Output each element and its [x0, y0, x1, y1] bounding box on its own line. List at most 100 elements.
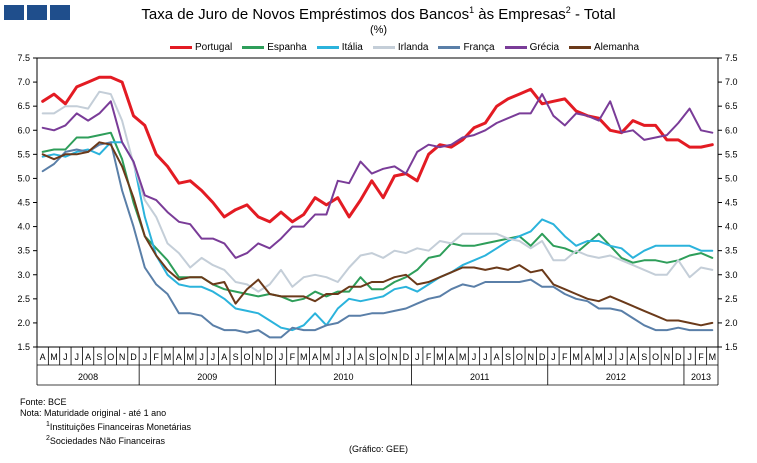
x-month-label: J [619, 352, 624, 362]
x-month-label: M [436, 352, 444, 362]
x-month-label: N [527, 352, 534, 362]
y-tick-label-right: 4.5 [725, 198, 738, 208]
x-month-label: F [290, 352, 296, 362]
x-month-label: A [494, 352, 500, 362]
y-tick-label-left: 2.5 [17, 294, 30, 304]
x-month-label: M [50, 352, 58, 362]
x-month-label: J [63, 352, 68, 362]
chart-title-text: Taxa de Juro de Novos Empréstimos dos Ba… [141, 6, 470, 23]
x-month-label: J [336, 352, 341, 362]
x-month-label: M [709, 352, 717, 362]
x-month-label: J [143, 352, 148, 362]
legend-label: Espanha [267, 42, 307, 53]
legend-item: Grécia [504, 42, 560, 53]
legend-swatch [504, 46, 527, 49]
x-month-label: N [119, 352, 126, 362]
y-tick-label-left: 6.0 [17, 125, 30, 135]
x-month-label: O [107, 352, 114, 362]
x-month-label: J [687, 352, 692, 362]
legend-swatch [316, 46, 339, 49]
y-tick-label-right: 2.0 [725, 318, 738, 328]
series-line-espanha [41, 131, 714, 303]
y-tick-label-right: 5.0 [725, 173, 738, 183]
y-tick-label-right: 3.0 [725, 270, 738, 280]
footnote-2-mark: 2 [46, 435, 50, 442]
x-month-label: O [380, 352, 387, 362]
x-month-label: M [300, 352, 308, 362]
x-month-label: D [539, 352, 546, 362]
x-month-label: J [74, 352, 79, 362]
x-month-label: O [516, 352, 523, 362]
x-month-label: J [279, 352, 284, 362]
y-tick-label-right: 1.5 [725, 342, 738, 352]
x-month-label: M [186, 352, 194, 362]
year-label: 2011 [470, 372, 489, 382]
chart-credit: (Gráfico: GEE) [348, 444, 408, 454]
legend-swatch [242, 46, 265, 49]
x-month-label: A [584, 352, 590, 362]
x-month-label: A [448, 352, 454, 362]
y-tick-label-left: 2.0 [17, 318, 30, 328]
y-tick-label-left: 3.5 [17, 246, 30, 256]
x-month-label: A [221, 352, 227, 362]
y-tick-label-left: 1.5 [17, 342, 30, 352]
x-month-label: O [652, 352, 659, 362]
x-month-label: J [608, 352, 613, 362]
footnote-2: 2Sociedades Não Financeiras [20, 433, 191, 447]
logo-block-3 [50, 5, 70, 20]
chart-legend: Portugal Espanha Itália Irlanda França Grécia… [170, 42, 639, 53]
series-line-frança [41, 141, 714, 339]
x-month-label: N [255, 352, 262, 362]
footnote-1-mark: 1 [46, 421, 50, 428]
x-month-label: F [698, 352, 704, 362]
x-month-label: J [199, 352, 204, 362]
y-tick-label-right: 4.0 [725, 222, 738, 232]
x-month-label: J [211, 352, 216, 362]
legend-label: Alemanha [594, 42, 640, 53]
legend-swatch [569, 46, 592, 49]
year-label: 2010 [333, 372, 353, 382]
x-month-label: D [675, 352, 682, 362]
x-month-label: F [426, 352, 432, 362]
legend-item: Alemanha [569, 42, 639, 53]
legend-label: França [463, 42, 495, 53]
footnote-1: 1Instituições Financeiras Monetárias [20, 419, 191, 433]
chart-title-end: - Total [570, 6, 616, 23]
x-month-label: N [664, 352, 671, 362]
y-tick-label-left: 4.0 [17, 222, 30, 232]
y-tick-label-right: 5.5 [725, 149, 738, 159]
x-month-label: A [85, 352, 91, 362]
y-tick-label-left: 7.5 [17, 53, 30, 63]
y-tick-label-left: 5.5 [17, 149, 30, 159]
y-tick-label-right: 2.5 [725, 294, 738, 304]
x-month-label: M [572, 352, 580, 362]
x-month-label: S [233, 352, 239, 362]
x-month-label: M [164, 352, 172, 362]
x-month-label: A [630, 352, 636, 362]
chart-subtitle: (%) [369, 24, 388, 36]
x-month-label: D [403, 352, 410, 362]
legend-swatch [372, 46, 395, 49]
year-label: 2012 [606, 372, 626, 382]
logo-block-2 [27, 5, 47, 20]
y-tick-label-left: 5.0 [17, 173, 30, 183]
x-month-label: J [415, 352, 420, 362]
legend-item: Itália [316, 42, 363, 53]
x-month-label: M [323, 352, 331, 362]
series-line-irlanda [41, 90, 714, 293]
series-line-grécia [41, 93, 714, 259]
legend-label: Grécia [529, 42, 560, 53]
legend-label: Portugal [195, 42, 233, 53]
x-month-label: A [312, 352, 318, 362]
x-month-label: S [505, 352, 511, 362]
legend-label: Itália [341, 42, 363, 53]
x-month-label: F [562, 352, 568, 362]
y-tick-label-right: 6.5 [725, 101, 738, 111]
x-month-label: M [459, 352, 467, 362]
series-line-portugal [41, 75, 714, 224]
y-tick-label-right: 7.5 [725, 53, 738, 63]
x-month-label: F [153, 352, 159, 362]
legend-swatch [170, 46, 192, 49]
maturity-note: Nota: Maturidade original - até 1 ano [20, 408, 167, 418]
